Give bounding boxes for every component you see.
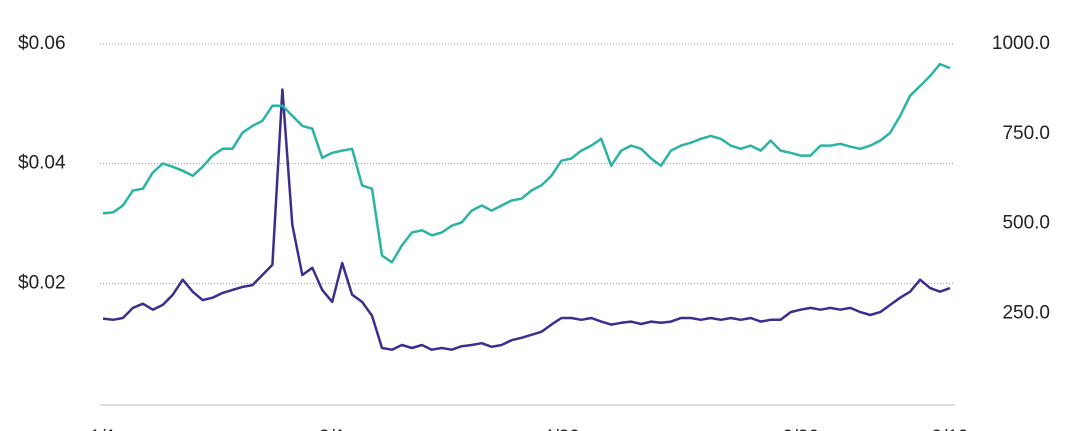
- x-tick-label: 4/30: [543, 427, 580, 431]
- y2-tick-label: 750.0: [1002, 123, 1050, 144]
- y-tick-label: $0.06: [18, 33, 66, 54]
- series-line: [102, 62, 951, 264]
- x-tick-label: 3/1: [319, 427, 345, 431]
- x-tick-label: 6/30: [782, 427, 819, 431]
- y2-tick-label: 1000.0: [992, 33, 1050, 54]
- series-line: [102, 88, 951, 351]
- y2-tick-label: 250.0: [1002, 302, 1050, 323]
- y-tick-label: $0.04: [18, 153, 66, 174]
- y-tick-label: $0.02: [18, 272, 66, 293]
- x-tick-label: 1/1: [90, 427, 116, 431]
- y2-tick-label: 500.0: [1002, 213, 1050, 234]
- x-tick-label: 9/10: [932, 427, 969, 431]
